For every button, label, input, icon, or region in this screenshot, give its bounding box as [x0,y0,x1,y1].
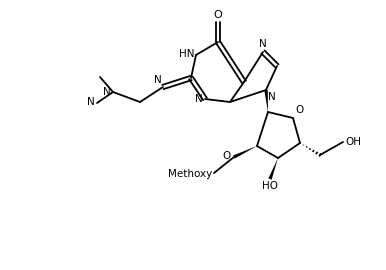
Text: HO: HO [262,181,278,191]
Polygon shape [264,90,268,112]
Text: N: N [195,94,203,104]
Text: N: N [154,75,162,85]
Text: N: N [268,92,276,102]
Text: N: N [87,97,95,107]
Text: N: N [259,39,267,49]
Text: OH: OH [345,137,361,147]
Text: HN: HN [178,49,194,59]
Text: O: O [295,105,303,115]
Polygon shape [268,158,278,180]
Polygon shape [233,146,257,158]
Text: O: O [213,10,222,20]
Text: O: O [223,151,231,161]
Text: N: N [103,87,111,97]
Text: Methoxy: Methoxy [168,169,212,179]
